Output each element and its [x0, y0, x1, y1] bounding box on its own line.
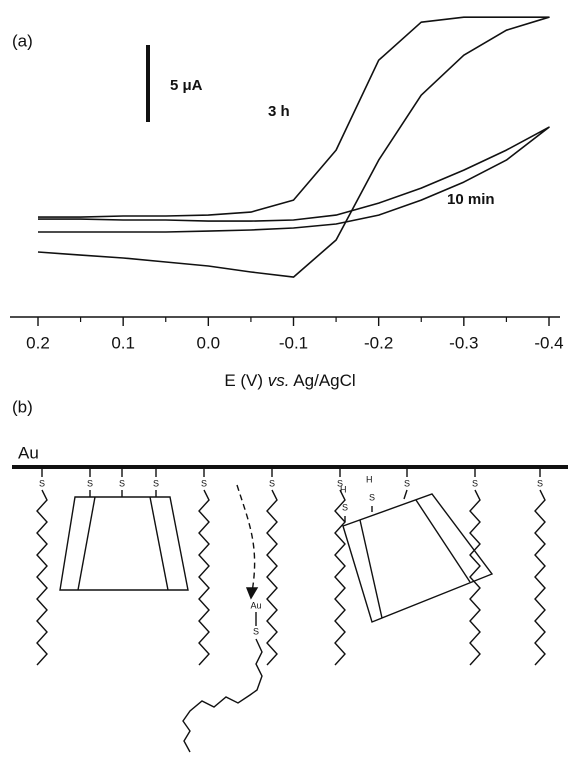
anchor-label: S	[87, 478, 93, 488]
anchor-label: S	[404, 478, 410, 488]
diffusion-arrow	[236, 484, 256, 593]
cyclodextrin-wall	[149, 496, 169, 591]
x-tick-label: -0.1	[279, 333, 308, 352]
cv-curve	[37, 16, 550, 278]
cyclodextrin	[342, 493, 494, 623]
alkyl-chain	[469, 489, 481, 666]
thiol-h: H	[340, 484, 347, 494]
anchor-label: S	[472, 478, 478, 488]
adsorbed-s: S	[253, 626, 259, 636]
x-axis-label-part: E (V)	[224, 371, 267, 390]
bond	[403, 489, 408, 500]
anchor-label: S	[39, 478, 45, 488]
x-tick-label: -0.3	[449, 333, 478, 352]
alkyl-chain	[36, 489, 48, 666]
panel-label: (a)	[12, 31, 33, 50]
thiol-h: H	[366, 474, 373, 484]
alkyl-chain	[182, 638, 263, 753]
thiol-s: S	[369, 492, 375, 502]
voltammogram: 0.2 0.1 0.0 -0.1 -0.2 -0.3 -0.4 5 μA 3 h 10 min	[10, 16, 564, 352]
anchor-label: S	[201, 478, 207, 488]
anchor-label: S	[153, 478, 159, 488]
electrode-label: Au	[18, 443, 39, 462]
arrow-head	[245, 587, 259, 600]
cv-curve	[38, 126, 550, 233]
curve-label: 3 h	[268, 103, 290, 120]
anchor-label: S	[537, 478, 543, 488]
cyclodextrin-wall	[359, 519, 383, 619]
x-tick-label: 0.1	[111, 333, 135, 352]
thiol-s: S	[342, 502, 348, 512]
alkyl-chain	[334, 489, 346, 666]
cyclodextrin-wall	[77, 496, 96, 591]
alkyl-chain	[198, 489, 210, 666]
x-tick-label: -0.4	[534, 333, 563, 352]
x-axis-label-part: vs.	[268, 371, 290, 390]
x-axis-label: E (V) vs. Ag/AgCl	[224, 371, 355, 390]
x-tick-label: 0.0	[197, 333, 221, 352]
anchor-label: S	[269, 478, 275, 488]
anchor-label: S	[337, 478, 343, 488]
schematic-labels: Au H S H S Au S S S S S S S S S S S	[18, 443, 543, 636]
alkyl-chain	[266, 489, 278, 666]
x-tick-label: -0.2	[364, 333, 393, 352]
anchor-label: S	[119, 478, 125, 488]
curve-label: 10 min	[447, 191, 495, 208]
x-axis-label-part: Ag/AgCl	[290, 371, 356, 390]
cyclodextrin	[59, 496, 189, 591]
scale-bar-label: 5 μA	[170, 77, 203, 94]
panel-label: (b)	[12, 397, 33, 416]
x-tick-label: 0.2	[26, 333, 50, 352]
alkyl-chain	[534, 489, 546, 666]
cyclodextrin-wall	[415, 499, 471, 583]
adsorbed-au: Au	[250, 600, 261, 610]
schematic	[12, 465, 568, 753]
